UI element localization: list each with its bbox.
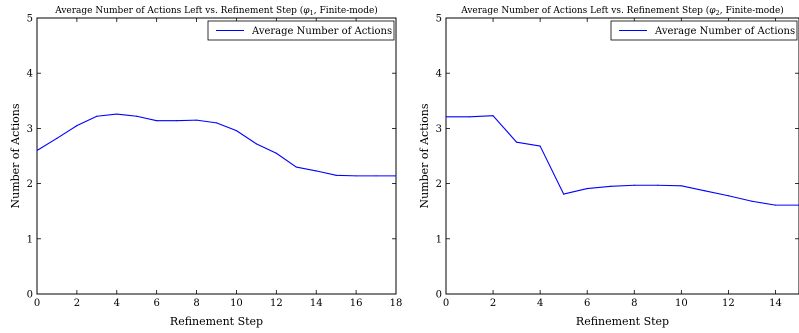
x-tick-label: 4 [114, 298, 120, 309]
y-tick-label: 5 [436, 14, 442, 25]
y-axis-label: Number of Actions [9, 103, 22, 208]
chart-title-main: Average Number of Actions Left vs. Refin… [460, 5, 709, 16]
y-tick-label: 1 [436, 234, 442, 245]
x-tick-label: 18 [390, 298, 403, 309]
y-tick-label: 3 [436, 124, 442, 135]
data-point [295, 166, 297, 168]
series-line [446, 115, 799, 206]
legend-label: Average Number of Actions [251, 26, 392, 37]
data-point [56, 137, 58, 139]
legend-box [207, 20, 395, 41]
x-tick-label: 0 [443, 298, 449, 309]
chart-title: Average Number of Actions Left vs. Refin… [460, 5, 784, 17]
chart-title-symbol: φ [303, 6, 310, 16]
data-point [275, 152, 277, 154]
data-point [195, 119, 198, 121]
y-tick-label: 3 [27, 124, 33, 135]
chart-title-main: Average Number of Actions Left vs. Refin… [54, 5, 303, 16]
legend-label: Average Number of Actions [654, 26, 795, 37]
x-tick-label: 12 [270, 298, 283, 309]
x-tick-label: 2 [490, 298, 496, 309]
chart-title-symbol: φ [709, 6, 716, 16]
x-tick-label: 16 [350, 298, 363, 309]
chart-phi1: Average Number of Actions Left vs. Refin… [9, 5, 402, 328]
legend-box [610, 20, 798, 41]
data-point [375, 175, 377, 177]
y-tick-label: 5 [27, 14, 33, 25]
data-point [116, 113, 118, 115]
x-tick-label: 12 [722, 298, 735, 309]
data-point [704, 190, 706, 192]
y-tick-label: 0 [436, 290, 442, 301]
data-point [774, 204, 777, 206]
data-point [255, 143, 257, 145]
chart-title-subscript: 2 [716, 9, 720, 17]
chart-title-suffix: , Finite-mode) [314, 5, 378, 16]
data-point [657, 184, 659, 186]
chart-title-suffix: , Finite-mode) [720, 5, 784, 16]
data-point [610, 185, 612, 187]
data-point [516, 141, 518, 143]
x-tick-label: 14 [769, 298, 782, 309]
data-point [586, 187, 588, 190]
x-tick-label: 14 [310, 298, 323, 309]
data-point [727, 195, 730, 197]
x-axis-label: Refinement Step [576, 315, 669, 328]
data-point [445, 116, 447, 118]
data-point [76, 125, 78, 127]
data-point [335, 174, 337, 176]
plot-frame [445, 17, 799, 295]
x-tick-label: 10 [230, 298, 243, 309]
x-tick-label: 2 [74, 298, 80, 309]
data-point [492, 115, 494, 117]
data-point [633, 184, 635, 186]
chart-title-subscript: 1 [310, 9, 314, 17]
x-tick-label: 8 [631, 298, 637, 309]
data-point [315, 170, 317, 172]
data-point [235, 130, 238, 132]
y-tick-label: 2 [27, 179, 33, 190]
x-tick-label: 6 [584, 298, 590, 309]
data-point [136, 115, 138, 117]
plot-frame [36, 17, 397, 295]
x-tick-label: 0 [34, 298, 40, 309]
data-point [468, 116, 471, 118]
data-point [355, 175, 357, 177]
chart-phi2: Average Number of Actions Left vs. Refin… [418, 5, 799, 328]
x-axis-label: Refinement Step [170, 315, 263, 328]
x-tick-label: 4 [537, 298, 543, 309]
data-point [751, 200, 753, 202]
data-point [176, 120, 178, 122]
y-axis-label: Number of Actions [418, 103, 431, 208]
y-tick-label: 0 [27, 290, 33, 301]
chart-title: Average Number of Actions Left vs. Refin… [54, 5, 378, 17]
data-point [96, 115, 98, 117]
data-point [563, 193, 565, 195]
data-point [215, 122, 218, 124]
x-tick-label: 10 [675, 298, 688, 309]
y-tick-label: 4 [27, 69, 33, 80]
data-point [36, 149, 38, 152]
x-tick-label: 8 [193, 298, 199, 309]
data-point [539, 145, 541, 147]
y-tick-label: 4 [436, 69, 442, 80]
data-point [395, 175, 397, 177]
data-point [156, 120, 158, 122]
y-tick-label: 1 [27, 234, 33, 245]
x-tick-label: 6 [153, 298, 159, 309]
y-tick-label: 2 [436, 179, 442, 190]
data-point [680, 185, 682, 187]
